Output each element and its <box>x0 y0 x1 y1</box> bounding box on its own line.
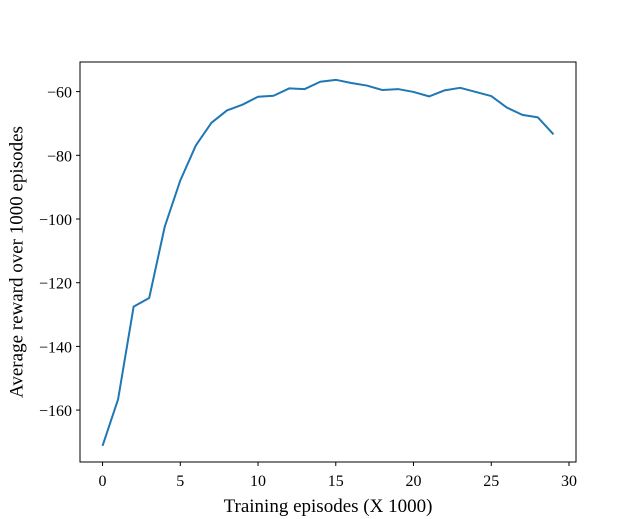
x-tick-label: 10 <box>250 473 266 490</box>
series-line-0 <box>101 78 555 447</box>
x-axis-label: Training episodes (X 1000) <box>224 496 433 517</box>
x-tick-label: 30 <box>561 473 577 490</box>
y-tick-label: −60 <box>47 85 72 102</box>
y-tick-label: −120 <box>39 276 72 293</box>
x-tick-label: 20 <box>406 473 422 490</box>
x-tick-label: 0 <box>99 473 107 490</box>
y-tick-label: −160 <box>39 403 72 420</box>
y-axis-ticks: −160 −140 −120 −100 −80 −60 <box>39 85 80 420</box>
y-tick-label: −80 <box>47 148 72 165</box>
x-tick-label: 5 <box>176 473 184 490</box>
y-axis-label: Average reward over 1000 episodes <box>7 126 28 398</box>
x-axis-ticks: 0 5 10 15 20 25 30 <box>99 462 577 490</box>
y-tick-label: −100 <box>39 212 72 229</box>
x-tick-label: 25 <box>483 473 499 490</box>
series-layer <box>101 78 555 447</box>
plot-area <box>79 61 577 463</box>
y-tick-label: −140 <box>39 339 72 356</box>
x-tick-label: 15 <box>328 473 344 490</box>
